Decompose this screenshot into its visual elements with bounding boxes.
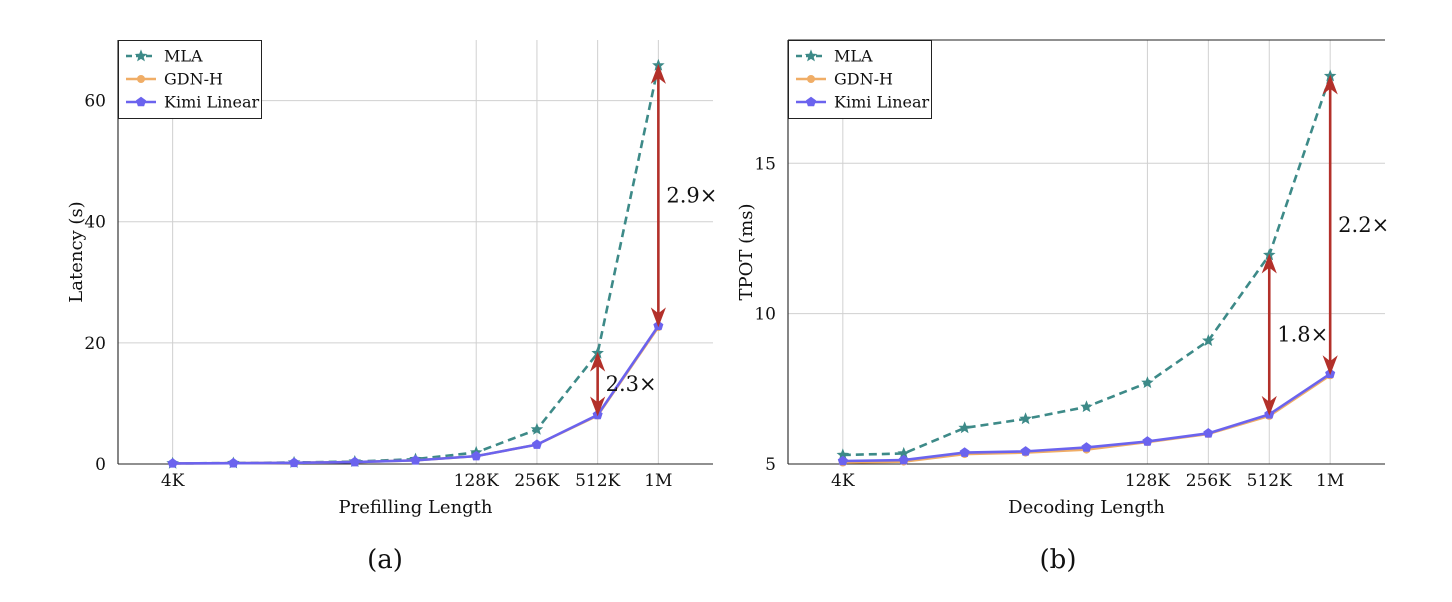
data-point xyxy=(1142,436,1153,446)
legend-swatch-marker xyxy=(134,49,148,62)
series-kimi-linear xyxy=(837,368,1336,466)
data-point xyxy=(410,455,421,465)
legend-swatch-marker xyxy=(804,49,818,62)
y-tick-label: 5 xyxy=(765,455,776,475)
series-line xyxy=(842,75,1332,457)
x-tick-label: 1M xyxy=(644,471,672,491)
data-point xyxy=(530,422,544,435)
data-point xyxy=(471,450,482,461)
legend-swatch-marker xyxy=(135,96,147,107)
series-mla xyxy=(166,58,665,469)
legend-swatch-marker xyxy=(137,75,145,83)
y-tick-label: 15 xyxy=(754,154,776,174)
ratio-label: 2.9× xyxy=(666,184,717,208)
x-tick-label: 512K xyxy=(575,471,620,491)
x-tick-label: 128K xyxy=(454,471,499,491)
y-tick-label: 0 xyxy=(95,455,106,475)
ratio-label: 2.3× xyxy=(606,372,657,396)
y-tick-label: 40 xyxy=(84,213,106,233)
data-point xyxy=(958,421,971,434)
ratio-label: 1.8× xyxy=(1277,323,1328,347)
data-point xyxy=(349,456,360,467)
x-tick-label: 128K xyxy=(1125,471,1170,491)
arrow-head-up xyxy=(650,64,666,84)
data-point xyxy=(1080,400,1093,413)
y-tick-label: 60 xyxy=(84,92,106,112)
data-point xyxy=(228,457,239,468)
x-tick-label: 4K xyxy=(831,471,855,491)
annotation: 2.9× xyxy=(650,64,717,328)
series-gdn-h xyxy=(838,371,1335,467)
chart-decoding-tpot: 4K 128K 256K 512K 1M 5 10 15 Decoding Length TPOT… xyxy=(736,39,1389,575)
data-point xyxy=(1202,334,1215,347)
annotation: 2.2× xyxy=(1322,74,1389,376)
legend-label: Kimi Linear xyxy=(164,93,260,112)
annotation: 1.8× xyxy=(1261,253,1328,416)
legend-label: Kimi Linear xyxy=(834,93,930,112)
x-tick-label: 1M xyxy=(1316,471,1344,491)
legend-swatch-marker xyxy=(807,75,815,83)
data-point xyxy=(531,439,542,449)
x-tick-label: 4K xyxy=(161,471,185,491)
series-line xyxy=(172,65,660,465)
data-point xyxy=(898,454,909,465)
data-point xyxy=(1203,428,1214,438)
legend-label: GDN-H xyxy=(834,70,893,89)
arrow-head-up xyxy=(1322,74,1338,95)
arrow-head-up xyxy=(590,351,606,372)
x-axis-label: Prefilling Length xyxy=(338,497,492,518)
y-axis-label: Latency (s) xyxy=(66,201,87,302)
arrow-head-down xyxy=(1322,355,1338,376)
data-point xyxy=(1020,446,1031,456)
legend-label: GDN-H xyxy=(164,70,223,89)
data-point xyxy=(837,455,848,466)
arrow-head-up xyxy=(1261,253,1277,274)
arrow-head-down xyxy=(1261,395,1277,416)
legend: MLA GDN-H Kimi Linear xyxy=(118,40,262,119)
data-point xyxy=(1081,442,1092,452)
y-axis-label: TPOT (ms) xyxy=(736,204,757,301)
legend-swatch-marker xyxy=(805,96,817,107)
data-point xyxy=(959,447,970,457)
x-tick-label: 256K xyxy=(514,471,559,491)
series-gdn-h xyxy=(168,323,663,468)
subfigure-caption: (b) xyxy=(1040,545,1077,575)
chart-prefilling-latency: 4K 128K 256K 512K 1M 0 20 40 60 Prefilling Length… xyxy=(66,40,717,575)
annotation: 2.3× xyxy=(590,351,657,417)
data-point xyxy=(1141,376,1154,389)
arrow-head-down xyxy=(590,396,606,417)
arrow-head-down xyxy=(650,307,666,328)
legend: MLA GDN-H Kimi Linear xyxy=(788,40,932,119)
x-tick-label: 512K xyxy=(1247,471,1292,491)
legend-label: MLA xyxy=(164,47,203,66)
x-axis-label: Decoding Length xyxy=(1008,497,1165,518)
y-tick-label: 10 xyxy=(754,305,776,325)
ratio-label: 2.2× xyxy=(1338,213,1389,237)
x-tick-label: 256K xyxy=(1186,471,1231,491)
series-line xyxy=(172,326,660,465)
series-kimi-linear xyxy=(167,320,664,468)
data-point xyxy=(167,458,178,468)
data-point xyxy=(1019,412,1032,425)
series-line xyxy=(172,325,660,465)
legend-label: MLA xyxy=(834,47,873,66)
data-point xyxy=(289,457,300,468)
subfigure-caption: (a) xyxy=(367,545,403,575)
series-mla xyxy=(836,69,1337,461)
y-tick-label: 20 xyxy=(84,334,106,354)
